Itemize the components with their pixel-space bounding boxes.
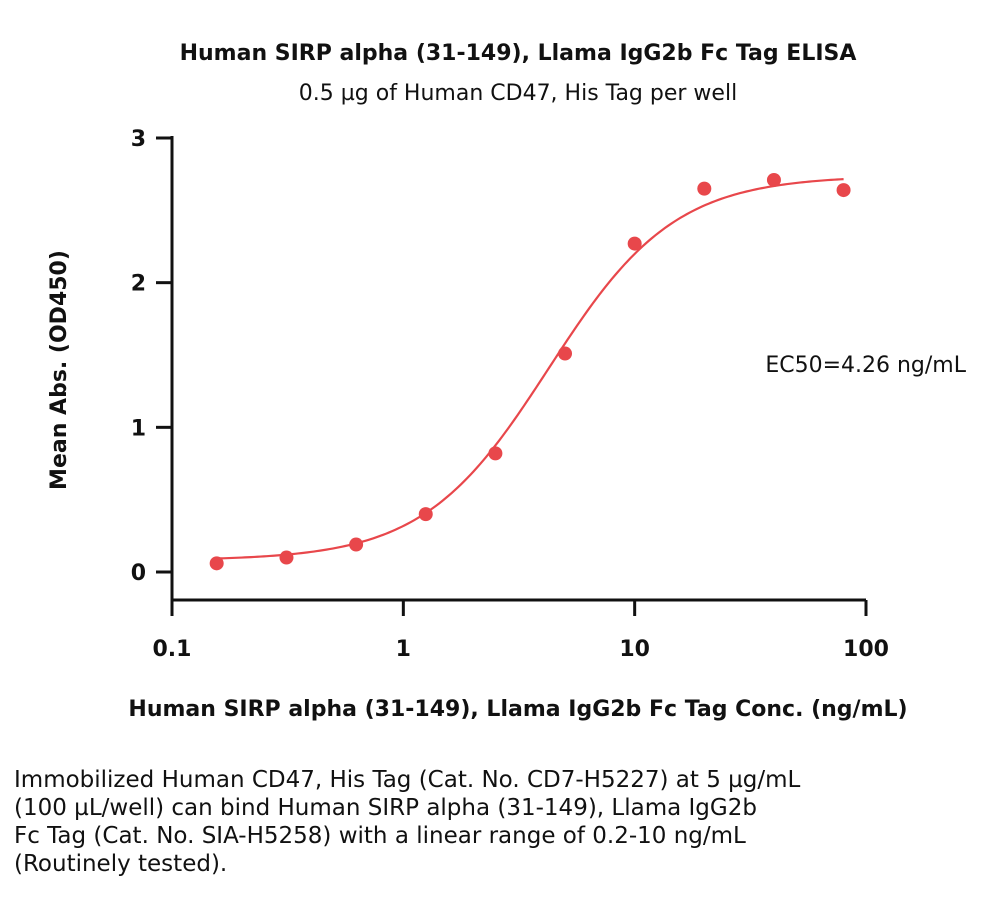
- fit-curve: [216, 178, 844, 560]
- y-axis-label: Mean Abs. (OD450): [47, 250, 72, 490]
- data-point: [349, 537, 364, 552]
- x-axis-label: Human SIRP alpha (31-149), Llama IgG2b F…: [128, 697, 907, 722]
- x-tick-label: 0.1: [153, 637, 192, 662]
- elisa-chart: Human SIRP alpha (31-149), Llama IgG2b F…: [47, 41, 967, 722]
- chart-title: Human SIRP alpha (31-149), Llama IgG2b F…: [180, 41, 857, 66]
- caption-line: (Routinely tested).: [14, 851, 228, 877]
- data-point: [418, 507, 433, 522]
- data-point: [209, 556, 224, 571]
- ec50-annotation: EC50=4.26 ng/mL: [765, 353, 966, 378]
- data-point: [697, 181, 712, 196]
- y-tick-label: 3: [131, 127, 146, 152]
- x-tick-label: 1: [396, 637, 411, 662]
- y-tick-label: 0: [131, 561, 146, 586]
- data-point: [279, 550, 294, 565]
- data-point: [836, 183, 851, 198]
- figure-caption: Immobilized Human CD47, His Tag (Cat. No…: [14, 766, 974, 878]
- y-tick-label: 1: [131, 416, 146, 441]
- y-axis: 0 1 2 3: [131, 127, 174, 600]
- caption-line: Fc Tag (Cat. No. SIA-H5258) with a linea…: [14, 823, 746, 849]
- data-point: [558, 346, 573, 361]
- data-point: [627, 236, 642, 251]
- x-tick-label: 10: [619, 637, 650, 662]
- data-point: [488, 446, 503, 461]
- y-tick-label: 2: [131, 272, 146, 297]
- caption-line: Immobilized Human CD47, His Tag (Cat. No…: [14, 767, 801, 793]
- data-points: [209, 172, 851, 571]
- data-point: [766, 172, 781, 187]
- caption-line: (100 µL/well) can bind Human SIRP alpha …: [14, 795, 757, 821]
- chart-subtitle: 0.5 µg of Human CD47, His Tag per well: [299, 81, 737, 106]
- x-axis: 0.1 1 10 100: [153, 598, 889, 662]
- x-tick-label: 100: [843, 637, 889, 662]
